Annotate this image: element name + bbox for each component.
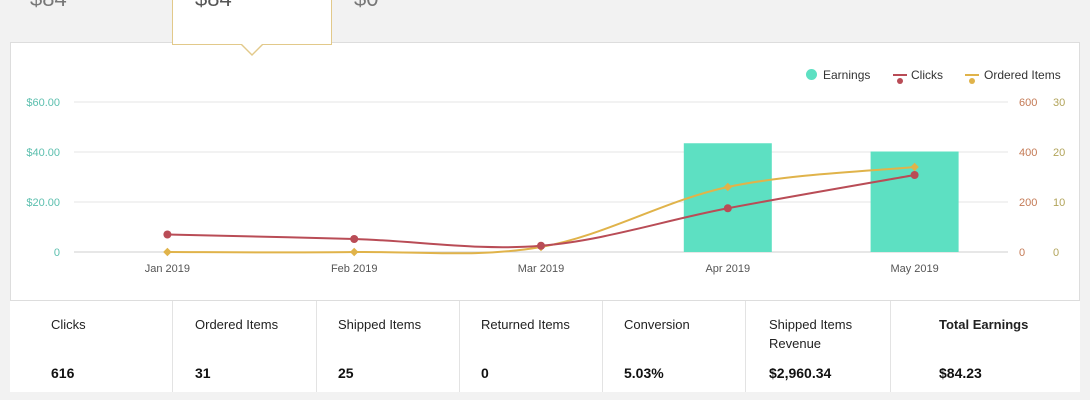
x-tick-label: Feb 2019 [331, 263, 377, 275]
stat-shipped-items: Shipped Items 25 [317, 301, 460, 392]
stat-value: 0 [481, 365, 489, 381]
y-right1-tick-label: 0 [1019, 247, 1025, 259]
stat-label: Clicks [51, 317, 86, 332]
y-left-tick-label: $20.00 [26, 197, 60, 209]
clicks-line [167, 174, 915, 249]
stat-total-earnings: Total Earnings $84.23 [891, 301, 1079, 392]
earnings-chart: 0 0 0 $20.00 200 10 $40.00 400 20 $60.00 600 30 Jan … [26, 97, 1065, 275]
x-tick-label: Apr 2019 [705, 263, 750, 275]
y-right2-tick-label: 10 [1053, 197, 1065, 209]
clicks-point [163, 230, 172, 239]
stat-label: Shipped Items Revenue [769, 317, 853, 351]
red-line-dot-icon [893, 74, 907, 84]
stat-value: 25 [338, 365, 354, 381]
x-tick-label: Jan 2019 [145, 263, 190, 275]
stat-conversion: Conversion 5.03% [603, 301, 746, 392]
stat-label: Returned Items [481, 317, 570, 332]
ordered-items-line [167, 166, 915, 255]
summary-value: $84 [30, 0, 67, 12]
y-left-tick-label: $60.00 [26, 97, 60, 109]
summary-value: $0 [354, 0, 378, 12]
x-tick-label: Mar 2019 [518, 263, 564, 275]
legend-label: Earnings [823, 68, 871, 82]
teal-dot-icon [806, 69, 817, 80]
stat-value: 31 [195, 365, 211, 381]
ordered-items-point [349, 247, 359, 257]
stat-label: Ordered Items [195, 317, 279, 332]
y-right1-tick-label: 600 [1019, 97, 1037, 109]
y-left-tick-label: $40.00 [26, 147, 60, 159]
stat-value: 5.03% [624, 365, 664, 381]
clicks-point [723, 204, 732, 213]
clicks-point [537, 241, 545, 250]
earnings-bar [683, 143, 772, 252]
stat-value: $84.23 [939, 365, 982, 381]
clicks-point [350, 235, 359, 243]
ordered-items-point [163, 247, 172, 257]
stat-value: 616 [51, 365, 75, 381]
stat-label: Shipped Items [338, 317, 422, 332]
stats-row: Clicks 616 Ordered Items 31 Shipped Item… [10, 300, 1080, 392]
legend-label: Clicks [911, 68, 943, 82]
legend-label: Ordered Items [984, 68, 1061, 82]
stat-ordered-items: Ordered Items 31 [173, 301, 317, 392]
x-tick-label: May 2019 [890, 263, 938, 275]
stat-clicks: Clicks 616 [10, 301, 173, 392]
tab-pointer-fill [242, 44, 262, 54]
y-right2-tick-label: 30 [1053, 97, 1065, 109]
selected-summary-tab[interactable]: $84 [172, 0, 332, 45]
y-right1-tick-label: 200 [1019, 197, 1037, 209]
y-right1-tick-label: 400 [1019, 147, 1037, 159]
y-right2-tick-label: 0 [1053, 247, 1059, 259]
y-left-tick-label: 0 [54, 247, 60, 259]
stat-label: Total Earnings [939, 317, 1029, 332]
stat-value: $2,960.34 [769, 365, 832, 381]
y-right2-tick-label: 20 [1053, 147, 1065, 159]
stat-returned-items: Returned Items 0 [460, 301, 603, 392]
stat-shipped-items-revenue: Shipped Items Revenue $2,960.34 [746, 301, 891, 392]
clicks-point [910, 171, 919, 179]
summary-value: $84 [195, 0, 232, 12]
stat-label: Conversion [624, 317, 690, 332]
yellow-line-dot-icon [965, 74, 979, 84]
